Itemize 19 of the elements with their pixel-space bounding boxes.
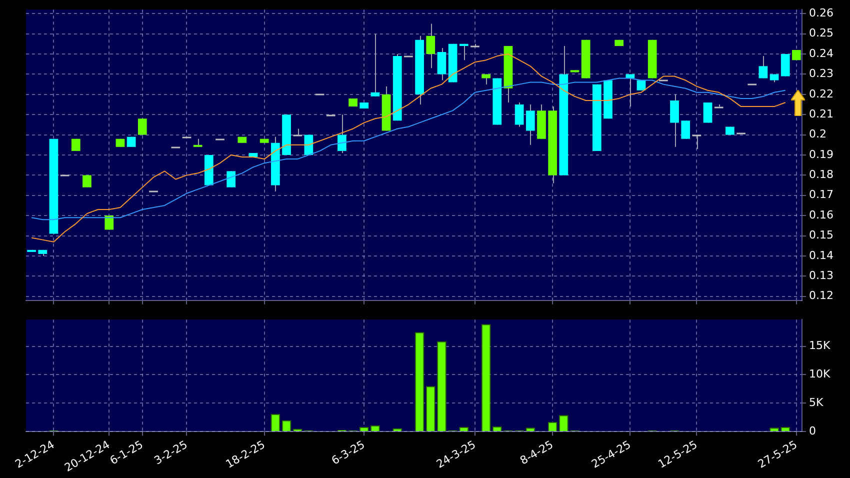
y-tick-label: 0.26 (809, 6, 834, 20)
y-tick-label: 0.17 (809, 188, 834, 202)
y-tick-label: 0.12 (809, 289, 834, 302)
y-tick-label: 0.15 (809, 228, 834, 242)
y-tick-label: 0.23 (809, 67, 834, 80)
y-tick-label: 0.14 (809, 248, 834, 262)
y-tick-label: 0.24 (809, 46, 834, 60)
y-tick-label: 0.21 (809, 107, 834, 120)
y-tick-label: 0.16 (809, 208, 834, 222)
y-tick-label: 5K (809, 396, 824, 410)
y-tick-label: 0.22 (809, 87, 834, 100)
y-tick-label: 10K (809, 368, 831, 381)
y-tick-label: 15K (809, 339, 831, 352)
y-tick-label: 0.2 (809, 128, 826, 141)
y-tick-label: 0.18 (809, 168, 834, 182)
y-tick-label: 0.25 (809, 26, 834, 40)
y-tick-label: 0.19 (809, 148, 834, 161)
y-tick-label: 0.13 (809, 269, 834, 282)
y-tick-label: 0 (809, 424, 816, 438)
